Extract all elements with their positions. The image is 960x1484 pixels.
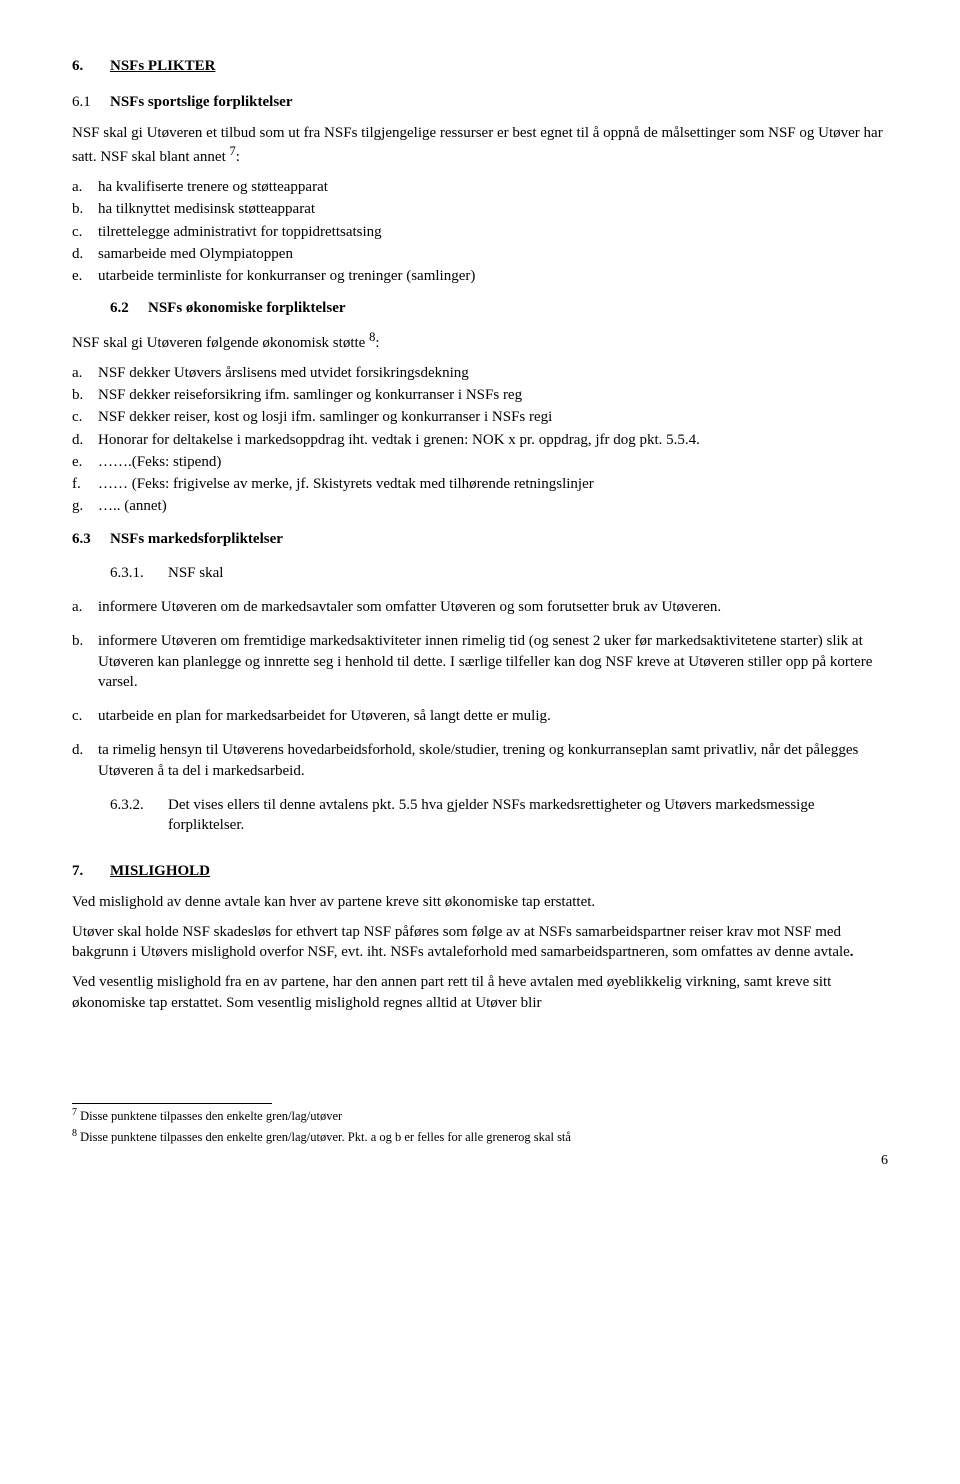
section-7-p1: Ved mislighold av denne avtale kan hver … bbox=[72, 892, 888, 912]
section-6-2-p1-after: : bbox=[375, 335, 379, 351]
list-text: samarbeide med Olympiatoppen bbox=[98, 244, 293, 264]
footnote-divider bbox=[72, 1103, 272, 1104]
list-letter: c. bbox=[72, 222, 98, 242]
section-6-3-1-title: NSF skal bbox=[168, 563, 223, 583]
section-7-num: 7. bbox=[72, 861, 110, 881]
footnote-num: 8 bbox=[72, 1128, 77, 1139]
list-item: d.samarbeide med Olympiatoppen bbox=[72, 244, 888, 264]
list-text: ha tilknyttet medisinsk støtteapparat bbox=[98, 199, 315, 219]
section-6-2-p1-before: NSF skal gi Utøveren følgende økonomisk … bbox=[72, 335, 369, 351]
section-6-heading: 6. NSFs PLIKTER bbox=[72, 56, 888, 76]
list-letter: b. bbox=[72, 199, 98, 219]
section-6-3-1-num: 6.3.1. bbox=[110, 563, 168, 583]
section-6-1-heading: 6.1 NSFs sportslige forpliktelser bbox=[72, 92, 888, 112]
section-6-3-1-list: a.informere Utøveren om de markedsavtale… bbox=[72, 597, 888, 781]
list-text: ….. (annet) bbox=[98, 496, 167, 516]
list-item: c.tilrettelegge administrativt for toppi… bbox=[72, 222, 888, 242]
list-text: NSF dekker Utøvers årslisens med utvidet… bbox=[98, 363, 469, 383]
list-letter: e. bbox=[72, 266, 98, 286]
list-text: …… (Feks: frigivelse av merke, jf. Skist… bbox=[98, 474, 594, 494]
section-7-title: MISLIGHOLD bbox=[110, 861, 210, 881]
section-6-3-2-num: 6.3.2. bbox=[110, 795, 168, 836]
section-6-2-title: NSFs økonomiske forpliktelser bbox=[148, 298, 346, 318]
list-item: b.ha tilknyttet medisinsk støtteapparat bbox=[72, 199, 888, 219]
list-letter: f. bbox=[72, 474, 98, 494]
list-text: informere Utøveren om fremtidige markeds… bbox=[98, 631, 888, 692]
footnote-text: Disse punktene tilpasses den enkelte gre… bbox=[80, 1130, 571, 1144]
section-7-p3: Ved vesentlig mislighold fra en av parte… bbox=[72, 972, 888, 1013]
list-item: e.…….(Feks: stipend) bbox=[72, 452, 888, 472]
section-6-2-text: NSF skal gi Utøveren følgende økonomisk … bbox=[72, 329, 888, 353]
list-text: ta rimelig hensyn til Utøverens hovedarb… bbox=[98, 740, 888, 781]
list-item: b.NSF dekker reiseforsikring ifm. samlin… bbox=[72, 385, 888, 405]
list-item: d.ta rimelig hensyn til Utøverens hoveda… bbox=[72, 740, 888, 781]
list-text: NSF dekker reiseforsikring ifm. samlinge… bbox=[98, 385, 522, 405]
list-item: a.informere Utøveren om de markedsavtale… bbox=[72, 597, 888, 617]
footnote-7: 7 Disse punktene tilpasses den enkelte g… bbox=[72, 1106, 888, 1125]
section-6-3-title: NSFs markedsforpliktelser bbox=[110, 529, 283, 549]
footnote-text: Disse punktene tilpasses den enkelte gre… bbox=[80, 1109, 342, 1123]
list-text: utarbeide terminliste for konkurranser o… bbox=[98, 266, 475, 286]
list-letter: g. bbox=[72, 496, 98, 516]
list-item: g.….. (annet) bbox=[72, 496, 888, 516]
section-6-3-2-text: Det vises ellers til denne avtalens pkt.… bbox=[168, 795, 888, 836]
section-6-2-list: a.NSF dekker Utøvers årslisens med utvid… bbox=[72, 363, 888, 517]
section-6-num: 6. bbox=[72, 56, 110, 76]
list-text: …….(Feks: stipend) bbox=[98, 452, 221, 472]
page-number: 6 bbox=[72, 1152, 888, 1171]
section-6-3-heading: 6.3 NSFs markedsforpliktelser bbox=[72, 529, 888, 549]
section-6-1-title: NSFs sportslige forpliktelser bbox=[110, 92, 292, 112]
list-item: a.ha kvalifiserte trenere og støtteappar… bbox=[72, 177, 888, 197]
list-letter: a. bbox=[72, 177, 98, 197]
list-letter: b. bbox=[72, 631, 98, 692]
list-letter: d. bbox=[72, 430, 98, 450]
list-item: b.informere Utøveren om fremtidige marke… bbox=[72, 631, 888, 692]
list-letter: c. bbox=[72, 407, 98, 427]
list-letter: a. bbox=[72, 597, 98, 617]
list-item: c.utarbeide en plan for markedsarbeidet … bbox=[72, 706, 888, 726]
list-letter: c. bbox=[72, 706, 98, 726]
section-7-heading: 7. MISLIGHOLD bbox=[72, 861, 888, 881]
section-7-p2-b: . bbox=[850, 944, 854, 960]
section-6-title: NSFs PLIKTER bbox=[110, 56, 215, 76]
list-text: Honorar for deltakelse i markedsoppdrag … bbox=[98, 430, 700, 450]
list-letter: a. bbox=[72, 363, 98, 383]
footnote-num: 7 bbox=[72, 1107, 77, 1118]
section-6-3-num: 6.3 bbox=[72, 529, 110, 549]
list-letter: d. bbox=[72, 244, 98, 264]
section-6-2-num: 6.2 bbox=[110, 298, 148, 318]
list-letter: e. bbox=[72, 452, 98, 472]
list-item: c.NSF dekker reiser, kost og losji ifm. … bbox=[72, 407, 888, 427]
list-item: e.utarbeide terminliste for konkurranser… bbox=[72, 266, 888, 286]
list-letter: b. bbox=[72, 385, 98, 405]
list-item: f.…… (Feks: frigivelse av merke, jf. Ski… bbox=[72, 474, 888, 494]
section-6-3-1-heading: 6.3.1. NSF skal bbox=[110, 563, 888, 583]
list-text: tilrettelegge administrativt for toppidr… bbox=[98, 222, 382, 242]
list-item: d.Honorar for deltakelse i markedsoppdra… bbox=[72, 430, 888, 450]
section-6-2-heading: 6.2 NSFs økonomiske forpliktelser bbox=[110, 298, 888, 318]
section-6-1-p1: NSF skal gi Utøveren et tilbud som ut fr… bbox=[72, 125, 883, 165]
list-text: NSF dekker reiser, kost og losji ifm. sa… bbox=[98, 407, 552, 427]
list-item: a.NSF dekker Utøvers årslisens med utvid… bbox=[72, 363, 888, 383]
list-letter: d. bbox=[72, 740, 98, 781]
section-7-p2-a: Utøver skal holde NSF skadesløs for ethv… bbox=[72, 924, 850, 960]
section-6-1-list: a.ha kvalifiserte trenere og støtteappar… bbox=[72, 177, 888, 286]
section-6-3-2: 6.3.2. Det vises ellers til denne avtale… bbox=[110, 795, 888, 836]
section-6-1-num: 6.1 bbox=[72, 92, 110, 112]
footnote-8: 8 Disse punktene tilpasses den enkelte g… bbox=[72, 1127, 888, 1146]
list-text: informere Utøveren om de markedsavtaler … bbox=[98, 597, 721, 617]
list-text: ha kvalifiserte trenere og støtteapparat bbox=[98, 177, 328, 197]
section-6-1-text: NSF skal gi Utøveren et tilbud som ut fr… bbox=[72, 123, 888, 168]
section-7-p2: Utøver skal holde NSF skadesløs for ethv… bbox=[72, 922, 888, 963]
list-text: utarbeide en plan for markedsarbeidet fo… bbox=[98, 706, 551, 726]
section-6-1-p1-after: : bbox=[236, 149, 240, 165]
